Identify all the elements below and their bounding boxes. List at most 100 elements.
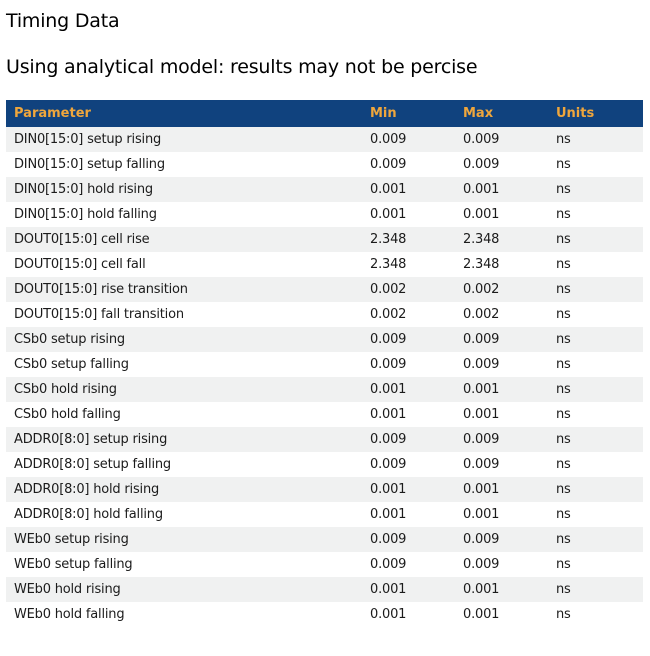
min-value-cell: 0.009 <box>370 132 407 147</box>
table-row: CSb0 hold rising 0.001 0.001 ns <box>6 377 643 402</box>
max-value-cell: 0.009 <box>463 432 500 447</box>
parameter-cell: DIN0[15:0] setup rising <box>14 132 162 147</box>
max-value-cell: 2.348 <box>463 257 500 272</box>
units-cell: ns <box>556 482 571 497</box>
max-value-cell: 0.002 <box>463 307 500 322</box>
min-value-cell: 0.001 <box>370 407 407 422</box>
min-value-cell: 0.001 <box>370 507 407 522</box>
timing-table: Parameter Min Max Units DIN0[15:0] setup… <box>6 100 643 627</box>
table-row: DOUT0[15:0] cell fall 2.348 2.348 ns <box>6 252 643 277</box>
min-value-cell: 0.009 <box>370 357 407 372</box>
max-value-cell: 0.009 <box>463 132 500 147</box>
parameter-cell: CSb0 setup falling <box>14 357 129 372</box>
min-value-cell: 0.009 <box>370 532 407 547</box>
table-row: ADDR0[8:0] hold falling 0.001 0.001 ns <box>6 502 643 527</box>
units-cell: ns <box>556 557 571 572</box>
table-row: DOUT0[15:0] cell rise 2.348 2.348 ns <box>6 227 643 252</box>
timing-report-page: Timing Data Using analytical model: resu… <box>0 10 650 627</box>
max-value-cell: 0.002 <box>463 282 500 297</box>
max-value-cell: 0.009 <box>463 357 500 372</box>
table-row: WEb0 setup rising 0.009 0.009 ns <box>6 527 643 552</box>
parameter-cell: DOUT0[15:0] cell rise <box>14 232 150 247</box>
min-value-cell: 0.009 <box>370 457 407 472</box>
min-value-cell: 0.001 <box>370 482 407 497</box>
column-header-min: Min <box>370 100 463 127</box>
table-row: CSb0 setup falling 0.009 0.009 ns <box>6 352 643 377</box>
max-value-cell: 0.009 <box>463 332 500 347</box>
units-cell: ns <box>556 132 571 147</box>
parameter-cell: CSb0 hold rising <box>14 382 117 397</box>
units-cell: ns <box>556 357 571 372</box>
parameter-cell: WEb0 hold rising <box>14 582 121 597</box>
units-cell: ns <box>556 232 571 247</box>
parameter-cell: CSb0 setup rising <box>14 332 125 347</box>
max-value-cell: 0.001 <box>463 407 500 422</box>
table-row: DIN0[15:0] setup rising 0.009 0.009 ns <box>6 127 643 152</box>
parameter-cell: ADDR0[8:0] hold falling <box>14 507 163 522</box>
parameter-cell: DOUT0[15:0] cell fall <box>14 257 146 272</box>
max-value-cell: 0.001 <box>463 207 500 222</box>
min-value-cell: 0.009 <box>370 332 407 347</box>
table-row: CSb0 hold falling 0.001 0.001 ns <box>6 402 643 427</box>
table-row: DOUT0[15:0] rise transition 0.002 0.002 … <box>6 277 643 302</box>
parameter-cell: DOUT0[15:0] rise transition <box>14 282 188 297</box>
table-row: ADDR0[8:0] hold rising 0.001 0.001 ns <box>6 477 643 502</box>
table-header-row: Parameter Min Max Units <box>6 100 643 127</box>
min-value-cell: 0.002 <box>370 307 407 322</box>
units-cell: ns <box>556 307 571 322</box>
max-value-cell: 0.009 <box>463 557 500 572</box>
min-value-cell: 2.348 <box>370 257 407 272</box>
max-value-cell: 0.001 <box>463 382 500 397</box>
min-value-cell: 2.348 <box>370 232 407 247</box>
table-row: WEb0 hold falling 0.001 0.001 ns <box>6 602 643 627</box>
min-value-cell: 0.009 <box>370 557 407 572</box>
units-cell: ns <box>556 582 571 597</box>
table-row: ADDR0[8:0] setup falling 0.009 0.009 ns <box>6 452 643 477</box>
units-cell: ns <box>556 507 571 522</box>
parameter-cell: CSb0 hold falling <box>14 407 121 422</box>
parameter-cell: WEb0 hold falling <box>14 607 125 622</box>
max-value-cell: 0.001 <box>463 482 500 497</box>
max-value-cell: 2.348 <box>463 232 500 247</box>
column-header-units: Units <box>556 100 643 127</box>
min-value-cell: 0.001 <box>370 607 407 622</box>
max-value-cell: 0.001 <box>463 607 500 622</box>
max-value-cell: 0.009 <box>463 532 500 547</box>
max-value-cell: 0.009 <box>463 457 500 472</box>
units-cell: ns <box>556 432 571 447</box>
table-row: CSb0 setup rising 0.009 0.009 ns <box>6 327 643 352</box>
page-title: Timing Data <box>6 10 120 32</box>
min-value-cell: 0.002 <box>370 282 407 297</box>
units-cell: ns <box>556 407 571 422</box>
parameter-cell: WEb0 setup falling <box>14 557 133 572</box>
units-cell: ns <box>556 332 571 347</box>
table-row: ADDR0[8:0] setup rising 0.009 0.009 ns <box>6 427 643 452</box>
column-header-max: Max <box>463 100 556 127</box>
units-cell: ns <box>556 207 571 222</box>
column-header-parameter: Parameter <box>6 100 370 127</box>
parameter-cell: DIN0[15:0] hold rising <box>14 182 153 197</box>
table-row: DOUT0[15:0] fall transition 0.002 0.002 … <box>6 302 643 327</box>
table-row: DIN0[15:0] setup falling 0.009 0.009 ns <box>6 152 643 177</box>
parameter-cell: ADDR0[8:0] setup falling <box>14 457 171 472</box>
min-value-cell: 0.001 <box>370 207 407 222</box>
units-cell: ns <box>556 257 571 272</box>
units-cell: ns <box>556 532 571 547</box>
units-cell: ns <box>556 182 571 197</box>
parameter-cell: ADDR0[8:0] hold rising <box>14 482 160 497</box>
max-value-cell: 0.009 <box>463 157 500 172</box>
parameter-cell: DIN0[15:0] setup falling <box>14 157 165 172</box>
min-value-cell: 0.001 <box>370 182 407 197</box>
table-body: DIN0[15:0] setup rising 0.009 0.009 ns D… <box>6 127 643 627</box>
min-value-cell: 0.009 <box>370 157 407 172</box>
parameter-cell: DIN0[15:0] hold falling <box>14 207 157 222</box>
max-value-cell: 0.001 <box>463 182 500 197</box>
units-cell: ns <box>556 457 571 472</box>
page-subtitle: Using analytical model: results may not … <box>6 56 478 78</box>
max-value-cell: 0.001 <box>463 507 500 522</box>
min-value-cell: 0.009 <box>370 432 407 447</box>
units-cell: ns <box>556 382 571 397</box>
table-row: WEb0 hold rising 0.001 0.001 ns <box>6 577 643 602</box>
units-cell: ns <box>556 282 571 297</box>
units-cell: ns <box>556 157 571 172</box>
